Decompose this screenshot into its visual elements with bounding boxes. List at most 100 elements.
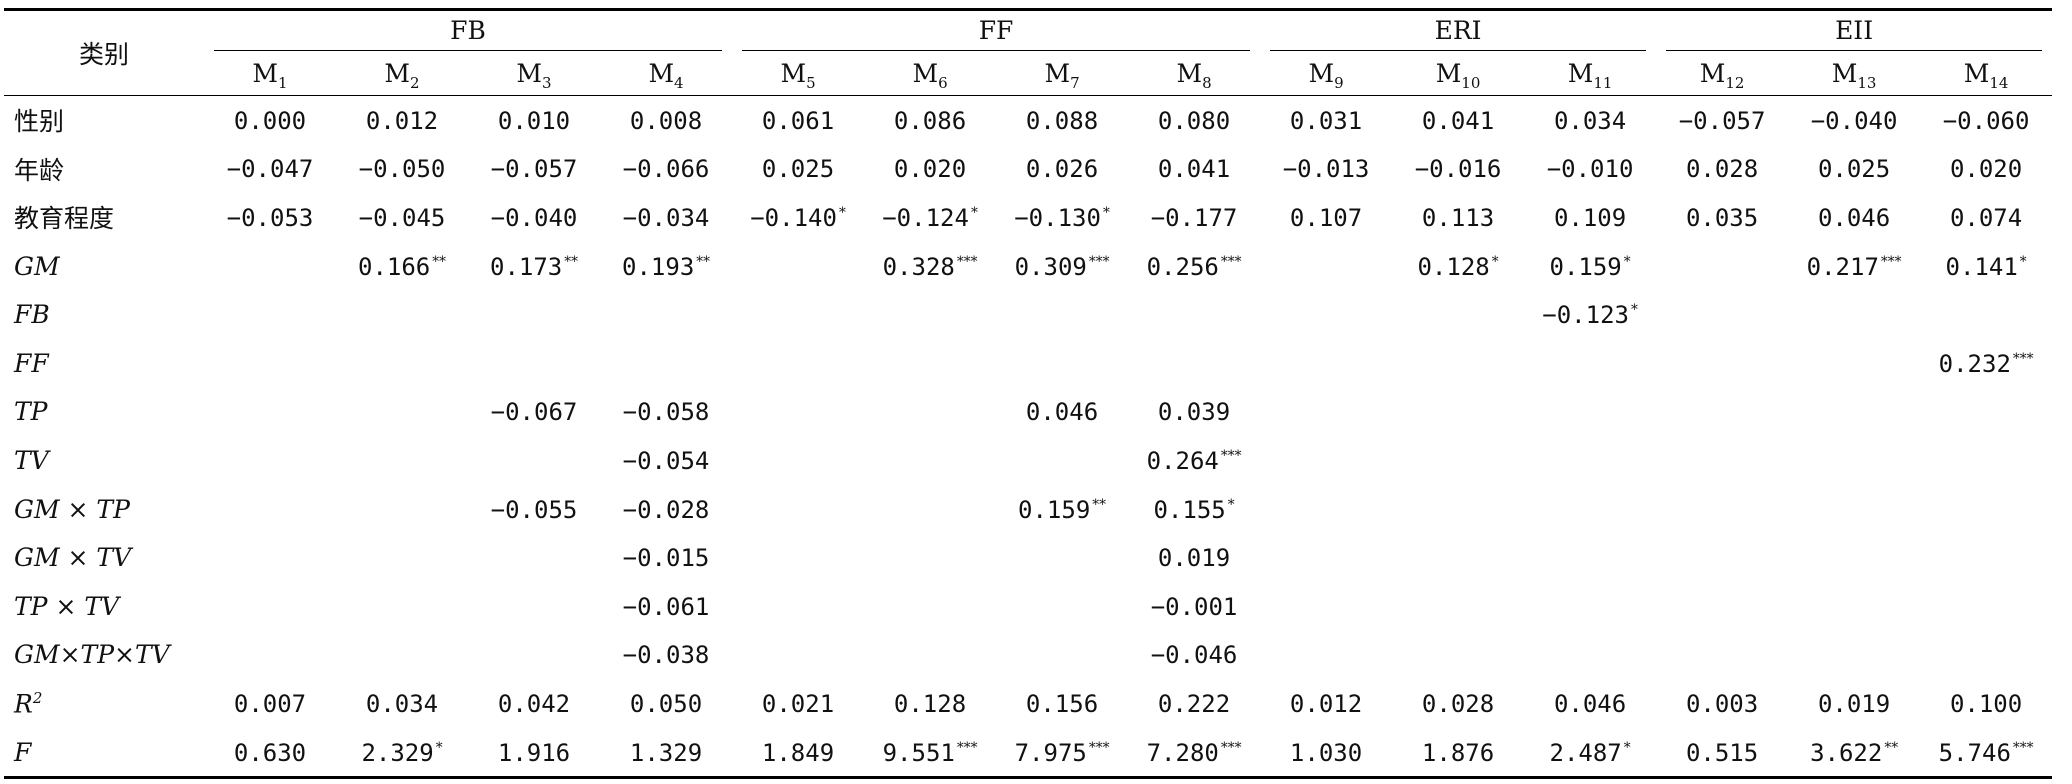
cell-value: 0.141 bbox=[1945, 252, 2018, 281]
row-label-text: 教育程度 bbox=[14, 204, 115, 234]
table-cell bbox=[204, 339, 336, 388]
group-header-1: FF bbox=[732, 10, 1260, 56]
cell-value: −0.016 bbox=[1414, 155, 1502, 184]
model-base: M bbox=[1963, 58, 1990, 88]
table-cell bbox=[336, 436, 468, 485]
table-cell bbox=[204, 582, 336, 631]
table-cell bbox=[996, 631, 1128, 680]
table-cell: −0.055 bbox=[468, 485, 600, 534]
table-cell bbox=[600, 339, 732, 388]
table-cell bbox=[1392, 631, 1524, 680]
table-body: 性别 0.000 0.012 0.010 0.008 0.061 0.086 0.088 0.0… bbox=[4, 96, 2053, 780]
cell-value: 0.026 bbox=[1025, 155, 1099, 184]
table-cell bbox=[864, 388, 996, 437]
table-cell: −0.066 bbox=[600, 145, 732, 194]
group-label: EII bbox=[1666, 16, 2043, 51]
table-row: FF 0.232 *** bbox=[4, 339, 2052, 388]
table-row: F 0.630 2.329 * 1.916 1.329 1.849 9.551 *** 7.975… bbox=[4, 727, 2053, 780]
cell-value: 1.876 bbox=[1421, 738, 1495, 767]
table-cell bbox=[732, 339, 864, 388]
table-cell bbox=[1524, 582, 1656, 631]
table-cell bbox=[204, 242, 336, 291]
model-subscript: 5 bbox=[806, 73, 816, 92]
row-label-text: TV bbox=[14, 445, 49, 475]
table-row: TP −0.067 −0.058 0.046 0.039 bbox=[4, 388, 2052, 437]
significance-stars: * bbox=[435, 739, 443, 756]
cell-value: 0.046 bbox=[1553, 689, 1627, 718]
row-label: GM bbox=[4, 242, 204, 291]
table-cell bbox=[732, 388, 864, 437]
significance-stars: *** bbox=[1220, 739, 1242, 756]
table-cell: 1.329 bbox=[600, 727, 733, 780]
table-cell bbox=[468, 290, 600, 339]
cell-value: 2.329 bbox=[361, 738, 434, 767]
row-label-superscript: 2 bbox=[32, 688, 43, 707]
table-cell: −0.058 bbox=[600, 388, 732, 437]
model-base: M bbox=[912, 58, 939, 88]
cell-value: −0.140 bbox=[750, 203, 837, 232]
model-header-7: M7 bbox=[996, 55, 1129, 96]
table-cell bbox=[732, 631, 864, 680]
table-cell: 0.007 bbox=[204, 679, 336, 728]
table-cell bbox=[996, 582, 1128, 631]
table-cell bbox=[1788, 436, 1920, 485]
row-label-text: FF bbox=[14, 348, 49, 378]
table-cell bbox=[1788, 582, 1920, 631]
table-cell bbox=[864, 436, 996, 485]
cell-value: 0.008 bbox=[629, 106, 703, 135]
model-base: M bbox=[648, 58, 675, 88]
table-cell: −0.061 bbox=[600, 582, 732, 631]
cell-value: −0.130 bbox=[1014, 203, 1101, 232]
table-cell bbox=[1260, 533, 1392, 582]
table-cell: −0.124 * bbox=[864, 193, 996, 242]
cell-value: 0.159 bbox=[1018, 495, 1091, 524]
table-cell: 0.034 bbox=[1524, 96, 1656, 145]
row-label-text: TP × TV bbox=[14, 591, 120, 621]
table-cell bbox=[1260, 582, 1392, 631]
cell-value: 0.007 bbox=[233, 689, 307, 718]
table-cell bbox=[864, 631, 996, 680]
table-cell bbox=[336, 290, 468, 339]
cell-value: 0.173 bbox=[490, 252, 563, 281]
cell-value: 0.166 bbox=[358, 252, 431, 281]
cell-value: 1.916 bbox=[497, 738, 571, 767]
table-cell: 0.256 *** bbox=[1128, 242, 1260, 291]
table-cell bbox=[1920, 436, 2052, 485]
table-cell bbox=[468, 631, 600, 680]
cell-value: 0.309 bbox=[1014, 252, 1087, 281]
table-cell bbox=[1392, 436, 1524, 485]
table-cell bbox=[1656, 631, 1788, 680]
table-cell bbox=[204, 485, 336, 534]
model-header-9: M9 bbox=[1260, 55, 1393, 96]
cell-value: 0.020 bbox=[893, 155, 967, 184]
table-cell: 0.031 bbox=[1260, 96, 1392, 145]
table-cell: −0.050 bbox=[336, 145, 468, 194]
table-cell: −0.028 bbox=[600, 485, 732, 534]
table-cell bbox=[1788, 631, 1920, 680]
cell-value: −0.034 bbox=[622, 203, 710, 232]
table-cell bbox=[1920, 290, 2052, 339]
table-cell bbox=[864, 339, 996, 388]
table-cell: 0.309 *** bbox=[996, 242, 1128, 291]
model-base: M bbox=[1435, 58, 1462, 88]
table-cell: 0.630 bbox=[204, 727, 336, 780]
table-cell: 1.916 bbox=[468, 727, 600, 780]
table-cell: 0.020 bbox=[864, 145, 996, 194]
table-cell bbox=[1656, 242, 1788, 291]
model-base: M bbox=[384, 58, 411, 88]
table-cell bbox=[864, 533, 996, 582]
table-cell: −0.013 bbox=[1260, 145, 1392, 194]
group-header-row: 类别 FB FF ERI EII bbox=[4, 9, 2053, 96]
table-cell: 0.041 bbox=[1128, 145, 1260, 194]
significance-stars: *** bbox=[1088, 739, 1110, 756]
table-cell: 0.028 bbox=[1392, 679, 1524, 728]
model-header-1: M1 bbox=[204, 55, 336, 96]
significance-stars: ** bbox=[1884, 739, 1899, 756]
table-cell bbox=[600, 290, 732, 339]
table-cell: 0.217 *** bbox=[1788, 242, 1920, 291]
table-cell: 0.074 bbox=[1920, 193, 2052, 242]
cell-value: 0.042 bbox=[497, 689, 571, 718]
table-cell: 0.159 ** bbox=[996, 485, 1128, 534]
cell-value: 0.034 bbox=[1553, 106, 1627, 135]
model-base: M bbox=[1044, 58, 1071, 88]
